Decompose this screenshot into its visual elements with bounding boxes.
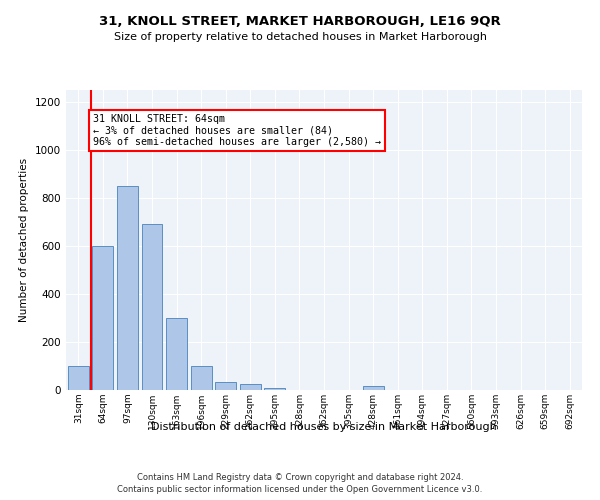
Bar — [265, 388, 286, 390]
Bar — [142, 224, 163, 390]
Bar — [215, 382, 236, 390]
Bar — [362, 386, 383, 390]
Bar — [240, 384, 261, 390]
Text: 31, KNOLL STREET, MARKET HARBOROUGH, LE16 9QR: 31, KNOLL STREET, MARKET HARBOROUGH, LE1… — [99, 15, 501, 28]
Bar — [166, 318, 187, 390]
Text: 31 KNOLL STREET: 64sqm
← 3% of detached houses are smaller (84)
96% of semi-deta: 31 KNOLL STREET: 64sqm ← 3% of detached … — [92, 114, 380, 147]
Text: Contains HM Land Registry data © Crown copyright and database right 2024.: Contains HM Land Registry data © Crown c… — [137, 472, 463, 482]
Bar — [117, 186, 138, 390]
Bar — [191, 366, 212, 390]
Text: Distribution of detached houses by size in Market Harborough: Distribution of detached houses by size … — [151, 422, 497, 432]
Text: Size of property relative to detached houses in Market Harborough: Size of property relative to detached ho… — [113, 32, 487, 42]
Bar — [68, 366, 89, 390]
Text: Contains public sector information licensed under the Open Government Licence v3: Contains public sector information licen… — [118, 485, 482, 494]
Y-axis label: Number of detached properties: Number of detached properties — [19, 158, 29, 322]
Bar — [92, 246, 113, 390]
